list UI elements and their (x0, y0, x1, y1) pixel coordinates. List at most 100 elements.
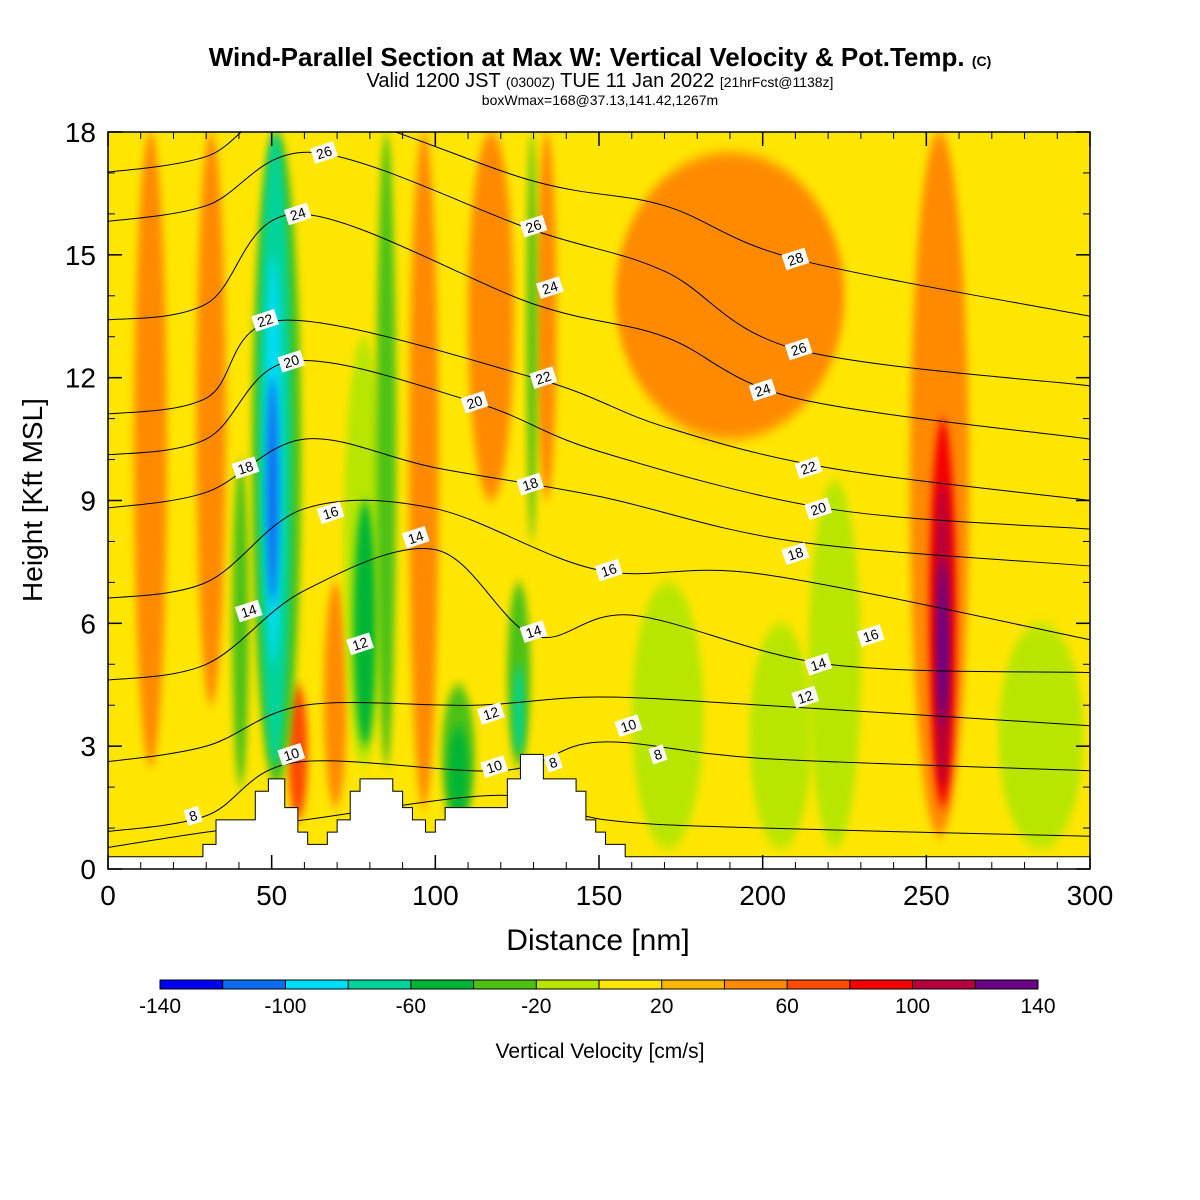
colorbar-tick-label: 20 (650, 995, 673, 1018)
downdraft-band (266, 377, 279, 603)
colorbar-segment (912, 980, 976, 989)
theta-label: 12 (477, 702, 505, 725)
theta-label: 20 (804, 497, 833, 521)
theta-label: 22 (251, 309, 280, 332)
theta-label-box (529, 366, 558, 389)
theta-label-text: 10 (281, 744, 301, 764)
theta-contour-16 (108, 499, 1090, 641)
theta-label: 16 (594, 558, 623, 582)
theta-label-box (784, 337, 813, 361)
downdraft-band (631, 582, 704, 849)
updraft-band (468, 132, 514, 501)
theta-label-text: 18 (786, 544, 806, 564)
chart-title-text: Wind-Parallel Section at Max W: Vertical… (208, 42, 965, 72)
chart-subtitle: Valid 1200 JST (0300Z) TUE 11 Jan 2022 [… (0, 70, 1200, 93)
updraft-band (196, 132, 226, 706)
theta-label-box (794, 456, 823, 480)
x-tick-label: 300 (1067, 880, 1114, 911)
theta-label: 24 (283, 202, 312, 226)
terrain-profile (108, 753, 1090, 869)
y-tick-label: 0 (80, 854, 96, 885)
theta-label-text: 10 (484, 757, 504, 777)
y-axis-label: Height [Kft MSL] (17, 398, 48, 602)
theta-label-text: 26 (789, 339, 809, 359)
theta-label: 18 (516, 472, 545, 496)
valid-utc: (0300Z) (505, 74, 555, 90)
colorbar-segment (222, 980, 286, 989)
theta-label-text: 14 (524, 621, 544, 641)
chart-title-suffix: (C) (971, 53, 992, 69)
theta-label: 22 (529, 366, 558, 389)
theta-label: 8 (183, 805, 203, 826)
valid-forecast: [21hrFcst@1138z] (719, 74, 834, 90)
theta-contour-26 (108, 151, 1090, 387)
colorbar: -140 -100 -60 -20 20 60 100 140 (139, 979, 1056, 1018)
theta-label-text: 26 (314, 142, 334, 162)
colorbar-frame (159, 979, 1039, 990)
theta-label: 8 (543, 752, 563, 773)
theta-label: 14 (519, 620, 548, 643)
colorbar-segment (160, 980, 223, 989)
theta-label-box (781, 247, 810, 271)
theta-label-text: 24 (288, 204, 308, 224)
terrain (108, 753, 1090, 869)
theta-label-box (519, 214, 548, 238)
theta-label: 14 (401, 526, 430, 549)
axes: 0 50 100 150 200 250 300 0 3 6 9 12 15 18 (65, 117, 1114, 911)
x-tick-label: 50 (256, 880, 287, 911)
y-tick-label: 15 (65, 240, 96, 271)
downdraft-band (232, 459, 249, 788)
downdraft-band (808, 480, 861, 849)
theta-contour-28 (108, 132, 1090, 317)
updraft-band (409, 132, 439, 808)
updraft-band (615, 152, 845, 440)
theta-label-text: 16 (599, 560, 619, 580)
theta-label: 12 (346, 632, 374, 656)
theta-label: 16 (856, 624, 885, 647)
x-tick-label: 100 (412, 880, 459, 911)
theta-label: 20 (277, 349, 306, 373)
theta-label: 26 (784, 337, 813, 361)
theta-label: 10 (277, 743, 306, 766)
x-tick-label: 200 (739, 880, 786, 911)
colorbar-tick-label: 100 (895, 995, 930, 1018)
theta-label-box (477, 702, 505, 725)
downdraft-band (448, 725, 469, 820)
theta-label: 18 (231, 456, 260, 480)
y-tick-label: 12 (65, 363, 96, 394)
theta-label-text: 12 (350, 634, 370, 654)
colorbar-label: Vertical Velocity [cm/s] (496, 1040, 705, 1063)
colorbar-segment (410, 980, 474, 989)
x-tick-label: 150 (576, 880, 623, 911)
colorbar-segment (849, 980, 913, 989)
theta-label-box (804, 497, 833, 521)
theta-label-box (648, 744, 668, 765)
theta-label-box (310, 141, 338, 164)
downdraft-band (513, 664, 524, 755)
updraft-band (324, 582, 347, 808)
theta-label-box (516, 472, 545, 496)
valid-date: TUE 11 Jan 2022 (560, 70, 715, 92)
theta-label: 26 (519, 214, 548, 238)
theta-label-box (543, 752, 563, 773)
downdraft-band (353, 500, 377, 747)
theta-label-text: 22 (255, 310, 275, 330)
theta-label-box (251, 309, 280, 332)
theta-label-box (346, 632, 374, 656)
theta-label-text: 22 (533, 368, 553, 388)
theta-label-box (781, 542, 810, 566)
theta-label-box (480, 755, 509, 778)
theta-label-box (536, 276, 564, 299)
colorbar-tick-label: -100 (264, 995, 306, 1018)
theta-label-box (791, 685, 820, 709)
theta-label: 18 (781, 542, 810, 566)
colorbar-segment (975, 980, 1038, 989)
theta-label: 16 (316, 501, 345, 525)
theta-label: 22 (794, 456, 823, 480)
theta-label: 10 (480, 755, 509, 778)
theta-label-text: 26 (524, 216, 544, 236)
theta-contour-18 (108, 438, 1090, 567)
theta-label-text: 22 (799, 458, 819, 478)
colorbar-segment (787, 980, 850, 989)
